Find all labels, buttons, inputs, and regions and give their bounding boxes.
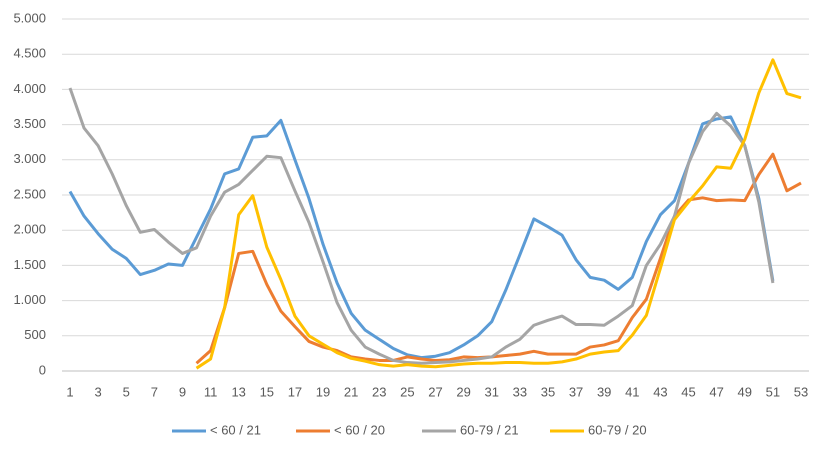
x-tick-label: 51 (766, 384, 780, 399)
series-line (68, 87, 775, 365)
y-tick-label: 3.000 (13, 151, 46, 166)
x-tick-label: 35 (541, 384, 555, 399)
x-tick-label: 19 (316, 384, 330, 399)
x-tick-label: 37 (569, 384, 583, 399)
x-tick-label: 1 (66, 384, 73, 399)
x-tick-label: 27 (428, 384, 442, 399)
y-tick-label: 3.500 (13, 116, 46, 131)
x-tick-label: 11 (204, 384, 218, 399)
x-tick-label: 31 (484, 384, 498, 399)
legend-label: < 60 / 21 (210, 422, 261, 437)
y-tick-label: 0 (39, 362, 46, 377)
y-tick-label: 4.500 (13, 46, 46, 61)
x-tick-label: 9 (179, 384, 186, 399)
x-tick-label: 7 (151, 384, 158, 399)
legend-label: 60-79 / 21 (460, 422, 519, 437)
y-tick-label: 2.000 (13, 222, 46, 237)
x-tick-label: 15 (260, 384, 274, 399)
y-tick-label: 4.000 (13, 81, 46, 96)
x-tick-label: 33 (513, 384, 527, 399)
series-line (195, 58, 802, 370)
x-tick-label: 47 (709, 384, 723, 399)
x-tick-label: 5 (123, 384, 130, 399)
x-tick-label: 45 (681, 384, 695, 399)
x-tick-label: 43 (653, 384, 667, 399)
y-tick-label: 1.000 (13, 292, 46, 307)
x-tick-label: 49 (738, 384, 752, 399)
legend-label: 60-79 / 20 (588, 422, 647, 437)
y-tick-label: 500 (24, 327, 46, 342)
y-tick-label: 5.000 (13, 10, 46, 25)
x-tick-label: 21 (344, 384, 358, 399)
x-tick-label: 41 (625, 384, 639, 399)
x-tick-label: 29 (456, 384, 470, 399)
x-tick-label: 25 (400, 384, 414, 399)
x-tick-label: 3 (94, 384, 101, 399)
x-tick-label: 53 (794, 384, 808, 399)
x-tick-label: 39 (597, 384, 611, 399)
x-tick-label: 23 (372, 384, 386, 399)
series-line (195, 152, 802, 365)
y-tick-label: 1.500 (13, 257, 46, 272)
legend-label: < 60 / 20 (334, 422, 385, 437)
x-tick-label: 17 (288, 384, 302, 399)
y-tick-label: 2.500 (13, 186, 46, 201)
x-tick-label: 13 (231, 384, 245, 399)
